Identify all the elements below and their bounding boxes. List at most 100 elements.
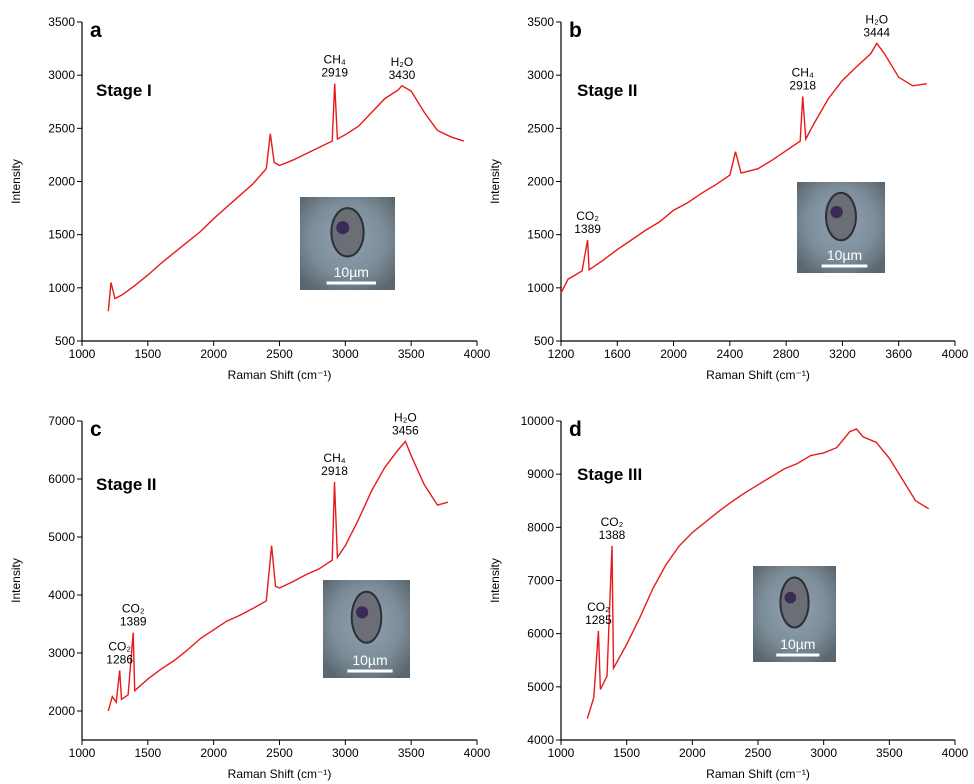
x-axis-label: Raman Shift (cm⁻¹) — [228, 767, 332, 781]
peak-position: 2919 — [321, 66, 348, 80]
x-tick-label: 2400 — [717, 347, 744, 361]
scale-label: 10µm — [780, 636, 815, 652]
x-tick-label: 3000 — [332, 746, 359, 760]
y-tick-label: 6000 — [527, 627, 554, 641]
x-tick-label: 4000 — [942, 347, 969, 361]
y-tick-label: 1500 — [527, 228, 554, 242]
inclusion — [352, 592, 382, 643]
peak-name: CO₂ — [576, 209, 599, 223]
y-tick-label: 4000 — [48, 588, 75, 602]
x-tick-label: 2000 — [200, 347, 227, 361]
peak-position: 1286 — [106, 652, 133, 666]
y-tick-label: 3000 — [527, 68, 554, 82]
bubble — [356, 606, 368, 618]
y-axis-label: Intensity — [488, 558, 502, 603]
peak-name: CO₂ — [108, 639, 131, 653]
inclusion — [780, 578, 808, 628]
y-tick-label: 4000 — [527, 733, 554, 747]
scale-label: 10µm — [352, 652, 387, 668]
y-tick-label: 1000 — [527, 281, 554, 295]
peak-name: CO₂ — [601, 515, 624, 529]
y-tick-label: 1500 — [48, 228, 75, 242]
y-tick-label: 3000 — [48, 646, 75, 660]
x-tick-label: 3500 — [876, 746, 903, 760]
x-tick-label: 2000 — [660, 347, 687, 361]
y-tick-label: 9000 — [527, 467, 554, 481]
y-tick-label: 3500 — [48, 15, 75, 29]
stage-label: Stage II — [577, 81, 637, 100]
peak-name: H₂O — [391, 55, 414, 69]
peak-position: 1388 — [599, 528, 626, 542]
peak-position: 1389 — [120, 615, 147, 629]
inclusion — [826, 193, 856, 240]
x-tick-label: 2000 — [200, 746, 227, 760]
peak-position: 3430 — [389, 68, 416, 82]
stage-label: Stage I — [96, 81, 152, 100]
y-tick-label: 2000 — [48, 175, 75, 189]
x-tick-label: 2500 — [266, 746, 293, 760]
peak-name: CH₄ — [792, 65, 814, 79]
bubble — [830, 206, 842, 218]
y-tick-label: 7000 — [527, 574, 554, 588]
y-tick-label: 500 — [55, 334, 75, 348]
x-axis-label: Raman Shift (cm⁻¹) — [706, 767, 810, 781]
y-tick-label: 5000 — [48, 530, 75, 544]
x-tick-label: 2000 — [679, 746, 706, 760]
panel-label: a — [90, 19, 102, 42]
y-tick-label: 2000 — [48, 704, 75, 718]
y-tick-label: 10000 — [521, 414, 555, 428]
peak-name: CO₂ — [587, 600, 610, 614]
y-axis-label: Intensity — [9, 558, 23, 603]
stage-label: Stage III — [577, 465, 642, 484]
x-tick-label: 3500 — [398, 746, 425, 760]
peak-position: 1285 — [585, 613, 612, 627]
x-tick-label: 1500 — [134, 746, 161, 760]
x-tick-label: 2800 — [773, 347, 800, 361]
y-tick-label: 8000 — [527, 520, 554, 534]
x-axis-label: Raman Shift (cm⁻¹) — [228, 368, 332, 382]
x-tick-label: 1000 — [69, 347, 96, 361]
scale-label: 10µm — [334, 264, 369, 280]
x-tick-label: 4000 — [464, 746, 491, 760]
peak-name: H₂O — [865, 12, 888, 26]
panel-label: c — [90, 418, 102, 441]
x-tick-label: 1000 — [69, 746, 96, 760]
y-tick-label: 1000 — [48, 281, 75, 295]
spectrum-line — [108, 84, 464, 312]
y-axis-label: Intensity — [9, 159, 23, 204]
peak-name: CH₄ — [324, 53, 346, 67]
figure: 1000150020002500300035004000500100015002… — [0, 0, 974, 784]
x-tick-label: 3000 — [810, 746, 837, 760]
stage-label: Stage II — [96, 475, 156, 494]
peak-name: H₂O — [394, 410, 417, 424]
y-tick-label: 7000 — [48, 414, 75, 428]
y-axis-label: Intensity — [488, 159, 502, 204]
x-tick-label: 1000 — [548, 746, 575, 760]
x-tick-label: 3500 — [398, 347, 425, 361]
peak-position: 2918 — [789, 78, 816, 92]
x-tick-label: 4000 — [942, 746, 969, 760]
y-tick-label: 3500 — [527, 15, 554, 29]
bubble — [336, 221, 349, 234]
y-tick-label: 500 — [534, 334, 554, 348]
y-tick-label: 3000 — [48, 68, 75, 82]
x-tick-label: 2500 — [745, 746, 772, 760]
x-tick-label: 1600 — [604, 347, 631, 361]
x-tick-label: 1500 — [134, 347, 161, 361]
peak-position: 3456 — [392, 423, 419, 437]
y-tick-label: 2500 — [527, 121, 554, 135]
peak-name: CH₄ — [323, 451, 345, 465]
peak-position: 1389 — [574, 222, 601, 236]
peak-position: 3444 — [863, 25, 890, 39]
peak-name: CO₂ — [122, 602, 145, 616]
bubble — [785, 592, 797, 604]
y-tick-label: 6000 — [48, 472, 75, 486]
axis-frame — [561, 22, 955, 341]
x-tick-label: 3600 — [885, 347, 912, 361]
x-tick-label: 4000 — [464, 347, 491, 361]
x-tick-label: 1500 — [613, 746, 640, 760]
x-tick-label: 2500 — [266, 347, 293, 361]
x-axis-label: Raman Shift (cm⁻¹) — [706, 368, 810, 382]
y-tick-label: 2500 — [48, 121, 75, 135]
axis-frame — [82, 22, 477, 341]
